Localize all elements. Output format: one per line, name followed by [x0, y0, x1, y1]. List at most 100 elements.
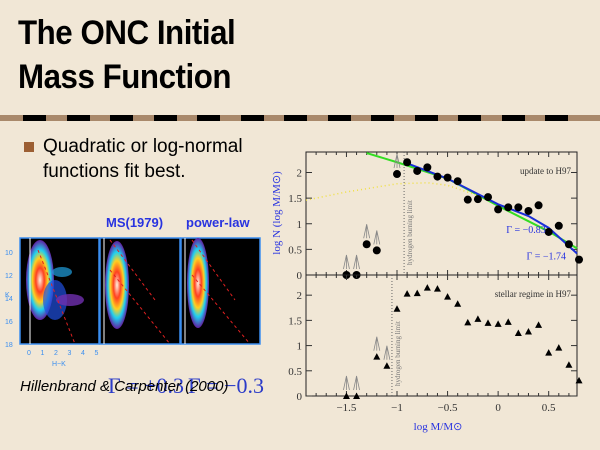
rule-dash — [545, 115, 568, 121]
data-point — [514, 329, 522, 336]
upper-limit-arrow-icon — [343, 375, 350, 391]
panel-label-power-law: power-law — [186, 215, 250, 230]
fit-line-power-law-broken — [406, 162, 578, 255]
hess-y-axis-label: K — [5, 292, 10, 299]
x-axis-label: log M/M⊙ — [414, 421, 463, 433]
upper-limit-arrow-icon — [353, 375, 360, 391]
data-point — [484, 193, 493, 202]
rule-dash — [458, 115, 481, 121]
gamma-label-ms1979: Γ = +0.3 — [108, 373, 185, 398]
data-point — [565, 361, 573, 368]
title-divider — [0, 115, 600, 121]
fit-line-log-normal — [305, 181, 479, 201]
upper-limit-arrow-icon — [373, 230, 381, 245]
panel-annotation: update to H97 — [520, 166, 571, 176]
vline-label: hydrogen burning limit — [406, 200, 414, 265]
upper-limit-arrow-icon — [373, 336, 381, 351]
y-tick-label: 2 — [297, 168, 303, 180]
data-point — [383, 362, 391, 369]
upper-limit-arrow-icon — [383, 345, 391, 360]
data-point — [575, 255, 584, 264]
y-tick-label: 0 — [297, 270, 303, 282]
hess-y-tick-label: 10 — [5, 250, 13, 257]
data-point — [453, 177, 462, 186]
data-point — [454, 300, 462, 307]
rule-dash — [327, 115, 351, 121]
panel-annotation: stellar regime in H97 — [495, 289, 572, 299]
slide-title-line1: The ONC Initial — [18, 14, 236, 52]
data-point — [372, 246, 381, 255]
data-point — [464, 318, 472, 326]
y-tick-label: 0 — [297, 391, 303, 403]
x-tick-label: −1 — [391, 402, 403, 414]
data-point — [423, 284, 431, 291]
data-point — [545, 349, 553, 356]
data-point — [342, 392, 350, 399]
panel-frame — [305, 274, 578, 397]
y-tick-label: 1.5 — [288, 315, 302, 327]
hess-x-tick-label: 5 — [95, 350, 99, 357]
data-point — [555, 344, 563, 351]
rule-dash — [284, 115, 307, 121]
data-point — [413, 289, 421, 297]
hess-x-tick-label: 3 — [68, 350, 72, 357]
upper-limit-arrow-icon — [393, 153, 401, 169]
data-point — [473, 195, 482, 204]
data-point — [534, 201, 543, 210]
bullet-text: Quadratic or log-normal functions fit be… — [43, 136, 243, 182]
vline-label: hydrogen burning limit — [394, 321, 402, 386]
data-point — [413, 166, 422, 175]
citation: Hillenbrand & Carpenter (2000) — [20, 378, 229, 395]
data-point — [554, 221, 563, 230]
data-point — [575, 376, 583, 384]
fit-label: Γ = −0.83 — [506, 225, 546, 236]
hess-y-tick-label: 14 — [5, 296, 13, 303]
fit-label: Γ = −1.74 — [526, 252, 566, 263]
imf-panel-top: 0 0.5 1 1.5 2 hydrogen burning limit update to… — [288, 151, 584, 282]
rule-dash — [501, 115, 525, 121]
hess-panel-observed — [19, 237, 100, 345]
x-tick-label: −1.5 — [336, 402, 356, 414]
slide-title-line2: Mass Function — [18, 58, 232, 96]
data-point — [474, 315, 482, 322]
hess-panel-power-law — [180, 237, 261, 345]
x-tick-label: 0 — [495, 402, 501, 414]
data-point — [403, 158, 412, 167]
data-point — [514, 203, 523, 212]
y-tick-label: 1 — [297, 219, 303, 231]
hess-y-tick-label: 12 — [5, 273, 13, 280]
data-point — [535, 321, 543, 328]
data-point — [433, 172, 442, 181]
hess-y-tick-label: 18 — [5, 342, 13, 349]
data-point — [494, 320, 502, 327]
y-tick-label: 1 — [297, 341, 303, 353]
upper-limit-arrow-icon — [343, 254, 350, 270]
rule-dash — [110, 115, 133, 121]
data-point — [393, 170, 402, 179]
rule-dash — [153, 115, 177, 121]
hess-x-tick-label: 0 — [27, 350, 31, 357]
rule-dash — [371, 115, 394, 121]
data-point — [443, 173, 452, 182]
y-axis-label: log N (log M/M⊙) — [271, 171, 283, 255]
data-point — [494, 205, 503, 214]
data-point — [423, 163, 432, 172]
x-tick-label: 0.5 — [542, 402, 556, 414]
data-point — [524, 327, 532, 335]
rule-dash — [240, 115, 264, 121]
y-tick-label: 2 — [297, 290, 303, 302]
rule-dash — [197, 115, 220, 121]
hess-x-tick-label: 2 — [54, 350, 58, 357]
data-point — [484, 319, 492, 326]
hess-panel-ms1979 — [99, 237, 181, 345]
data-point — [444, 293, 452, 300]
y-tick-label: 0.5 — [288, 244, 302, 256]
rule-dash — [414, 115, 438, 121]
data-point — [504, 203, 513, 212]
y-tick-label: 0.5 — [288, 366, 302, 378]
imf-panel-bottom: 0 0.5 1 1.5 2 hydrogen burning limit stellar r… — [288, 274, 583, 403]
panel-label-ms1979: MS(1979) — [106, 215, 164, 230]
data-point — [403, 290, 411, 297]
